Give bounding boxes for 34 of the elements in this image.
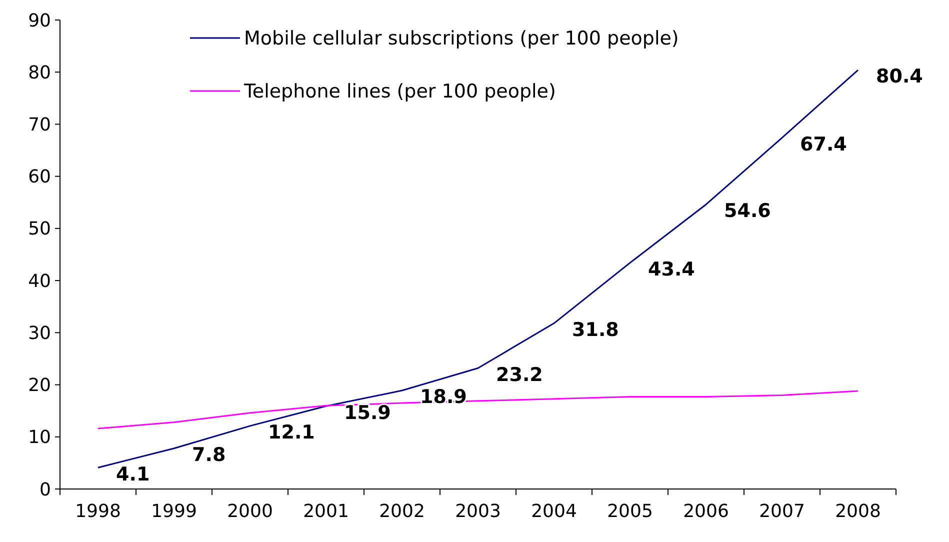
data-label: 80.4	[876, 66, 923, 88]
x-tick-label: 2005	[607, 501, 653, 522]
line-series	[97, 69, 859, 468]
data-label: 31.8	[572, 318, 619, 341]
x-tick-label: 2001	[303, 501, 349, 522]
x-tick-label: 2008	[835, 501, 881, 522]
x-tick-label: 2000	[227, 501, 273, 522]
data-label: 54.6	[724, 200, 771, 222]
y-tick-label: 30	[28, 322, 51, 344]
x-tick-label: 2003	[455, 501, 501, 522]
x-tick-label: 2004	[531, 501, 577, 522]
y-tick-label: 0	[40, 479, 51, 500]
data-label: 7.8	[192, 444, 226, 466]
y-tick-label: 20	[28, 375, 51, 396]
y-tick-label: 80	[28, 62, 51, 84]
data-label: 67.4	[800, 133, 847, 156]
x-tick-label: 2002	[379, 501, 425, 522]
x-tick-label: 2007	[759, 501, 805, 522]
y-tick-label: 40	[28, 270, 51, 292]
data-label: 15.9	[344, 402, 391, 424]
data-label: 43.4	[648, 258, 695, 280]
x-tick-label: 1999	[151, 501, 197, 522]
y-tick-label: 90	[28, 10, 51, 32]
x-tick-label: 2006	[683, 501, 729, 522]
y-tick-label: 10	[28, 427, 51, 448]
y-tick-label: 60	[28, 166, 51, 188]
legend-label: Telephone lines (per 100 people)	[243, 80, 556, 103]
y-tick-label: 50	[28, 218, 51, 240]
legend-label: Mobile cellular subscriptions (per 100 people)	[244, 28, 679, 50]
x-tick-label: 1998	[75, 501, 121, 522]
data-label: 23.2	[496, 364, 543, 386]
data-label: 12.1	[268, 422, 315, 444]
y-tick-label: 70	[28, 114, 51, 136]
data-label: 4.1	[116, 463, 150, 486]
